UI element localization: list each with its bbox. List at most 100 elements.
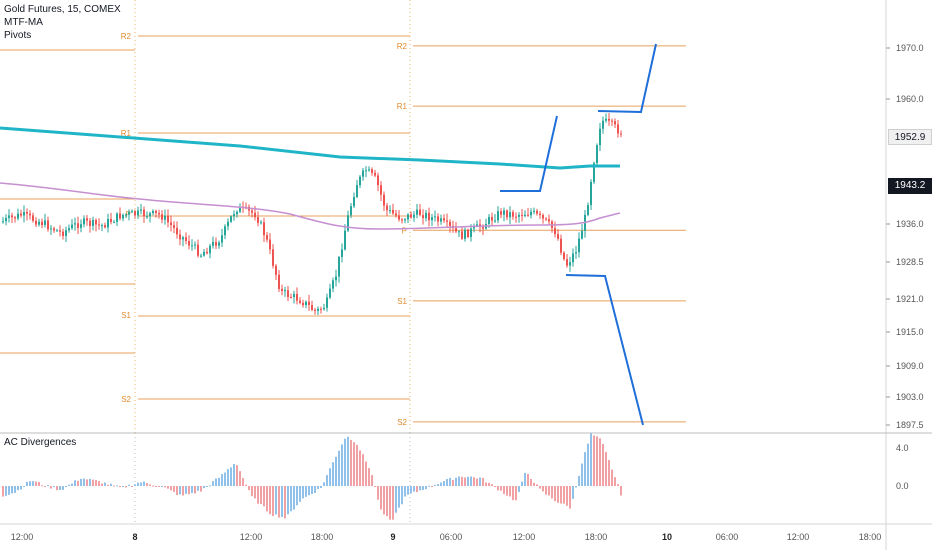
ac-histogram-bar [362, 454, 364, 486]
candle-body [455, 228, 457, 232]
candle-body [605, 118, 607, 121]
indicator-ac-divergences[interactable]: AC Divergences [4, 437, 77, 448]
candle-body [149, 213, 151, 217]
candle-body [419, 209, 421, 216]
indicator-pivots[interactable]: Pivots [4, 30, 32, 41]
time-tick-label: 18:00 [585, 532, 608, 542]
candle-body [482, 227, 484, 229]
candle-body [116, 213, 118, 222]
ac-histogram-bar [29, 481, 31, 486]
candle-body [284, 290, 286, 292]
candle-body [38, 221, 40, 225]
candle-body [224, 226, 226, 236]
ac-histogram-bar [578, 475, 580, 486]
candle-body [173, 225, 175, 228]
candle-body [128, 212, 130, 215]
candle-body [341, 249, 343, 258]
candle-body [71, 224, 73, 229]
ac-histogram-bar [599, 438, 601, 486]
candle-body [281, 288, 283, 291]
time-tick-label: 10 [662, 532, 672, 542]
ac-histogram-bar [446, 478, 448, 486]
candle-body [329, 288, 331, 298]
ac-histogram-bar [44, 486, 46, 487]
time-tick-label: 12:00 [513, 532, 536, 542]
ac-histogram-bar [287, 486, 289, 515]
candle-body [245, 206, 247, 208]
ac-histogram-bar [392, 486, 394, 520]
ac-histogram-bar [95, 480, 97, 486]
candle-body [137, 210, 139, 216]
ac-histogram-bar [257, 486, 259, 504]
candle-body [287, 290, 289, 297]
candle-body [2, 221, 4, 223]
candle-body [518, 214, 520, 217]
pivot-label-prev: S2 [121, 395, 131, 404]
ac-histogram-bar [356, 444, 358, 486]
candle-body [26, 212, 28, 214]
ac-histogram-bar [326, 475, 328, 486]
pivot-label-current: R2 [397, 42, 408, 51]
ac-histogram-bar [206, 486, 208, 487]
candle-body [347, 215, 349, 231]
ac-histogram-bar [434, 484, 436, 486]
ac-histogram-bar [515, 486, 517, 501]
ac-histogram-bar [377, 486, 379, 500]
candle-body [362, 170, 364, 177]
mtf-ma-slow-line [0, 182, 621, 230]
candle-body [434, 216, 436, 218]
ac-histogram-bar [605, 452, 607, 486]
candle-body [215, 241, 217, 246]
candle-body [47, 220, 49, 230]
ac-histogram-bar [557, 486, 559, 503]
ac-histogram-bar [455, 477, 457, 486]
ac-histogram-bar [344, 438, 346, 486]
ac-histogram-bar [608, 459, 610, 486]
ac-histogram-bar [59, 486, 61, 490]
ac-histogram-bar [74, 480, 76, 486]
candle-body [554, 228, 556, 235]
time-tick-label: 8 [132, 532, 137, 542]
candle-body [35, 220, 37, 225]
ac-histogram-bar [266, 486, 268, 512]
candle-body [560, 238, 562, 253]
candle-body [44, 220, 46, 226]
candle-body [383, 194, 385, 206]
candle-body [230, 216, 232, 222]
candle-body [299, 300, 301, 303]
ac-histogram-bar [341, 444, 343, 486]
chart-title: Gold Futures, 15, COMEX [4, 4, 121, 15]
candle-body [200, 255, 202, 257]
candle-body [293, 293, 295, 297]
ac-histogram-bar [494, 486, 496, 487]
pivot-label-current: R1 [397, 102, 408, 111]
candle-body [614, 121, 616, 125]
ac-histogram-bar [437, 484, 439, 486]
candle-body [8, 215, 10, 218]
ac-histogram-bar [614, 477, 616, 486]
ac-histogram-bar [272, 486, 274, 516]
projection-up-long [597, 43, 657, 114]
candle-body [305, 301, 307, 306]
candle-body [50, 228, 52, 230]
ac-histogram-bar [320, 486, 322, 489]
ac-histogram-bar [467, 476, 469, 486]
candle-body [101, 225, 103, 227]
ac-histogram-bar [533, 482, 535, 486]
candle-body [497, 211, 499, 221]
ac-histogram-bar [428, 485, 430, 487]
ac-histogram-bar [440, 482, 442, 486]
ac-histogram-bar [587, 443, 589, 486]
ac-histogram-bar [524, 472, 526, 486]
ac-histogram-bar [347, 436, 349, 486]
moving-averages [0, 126, 621, 230]
indicator-mtf-ma[interactable]: MTF-MA [4, 17, 43, 28]
candle-body [542, 215, 544, 219]
ac-histogram-bar [185, 486, 187, 494]
ac-histogram-bar [620, 486, 622, 496]
ac-histogram-bar [497, 486, 499, 491]
ac-histogram-bar [311, 486, 313, 495]
ac-histogram-bar [374, 486, 376, 487]
ac-histogram-bar [329, 468, 331, 486]
